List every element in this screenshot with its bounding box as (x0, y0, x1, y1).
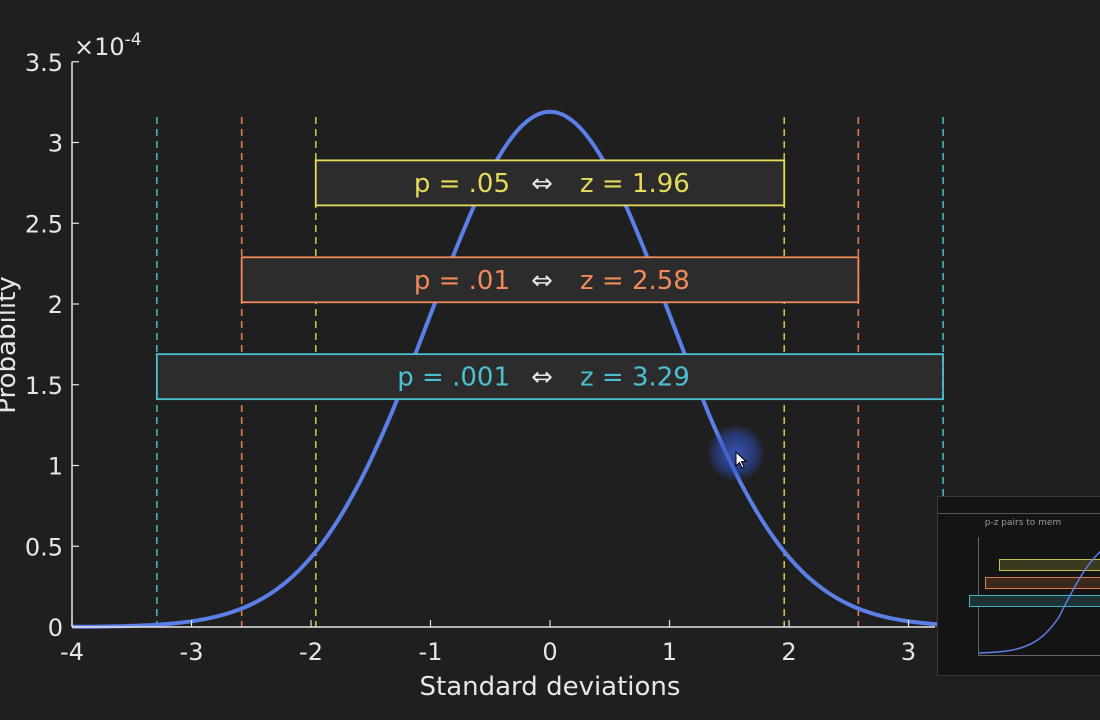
y-tick-label-3: 1.5 (25, 372, 63, 400)
x-tick-label-6: 2 (781, 638, 796, 666)
annotation-arrow-2: ⇔ (531, 363, 553, 393)
y-tick-label-5: 2.5 (25, 210, 63, 238)
y-tick-label-7: 3.5 (25, 49, 63, 77)
annotation-box-1 (240, 256, 860, 304)
annotation-z-2: z = 3.29 (580, 363, 690, 393)
x-tick-label-7: 3 (901, 638, 916, 666)
y-tick-label-4: 2 (48, 291, 63, 319)
x-axis-label: Standard deviations (420, 672, 681, 702)
annotation-arrow-0: ⇔ (531, 169, 553, 199)
normal-curve (72, 109, 938, 629)
thumbnail-bar-cyan (969, 595, 1100, 607)
thumbnail-plot (969, 537, 1100, 656)
video-thumbnail[interactable]: p-z pairs to mem (937, 496, 1100, 676)
x-tick-label-3: -1 (419, 638, 443, 666)
x-tick-label-5: 1 (662, 638, 677, 666)
axes: -4 -3 -2 -1 0 1 2 3 0 0.5 1 1.5 2 2.5 3 3.5 (25, 49, 935, 666)
thumbnail-title: p-z pairs to mem (938, 513, 1100, 528)
y-exponent-power: -4 (125, 30, 142, 50)
annotation-z-1: z = 2.58 (580, 266, 690, 296)
annotation-p-0: p = .05 (414, 169, 510, 199)
x-tick-label-4: 0 (542, 638, 557, 666)
annotation-box-2 (155, 353, 944, 401)
thumbnail-curve (979, 550, 1100, 654)
annotation-p-1: p = .01 (414, 266, 510, 296)
annotation-box-0 (314, 159, 786, 207)
annotation-arrow-1: ⇔ (531, 266, 553, 296)
mouse-cursor-icon (735, 451, 748, 469)
x-tick-label-1: -3 (180, 638, 204, 666)
y-tick-label-6: 3 (48, 130, 63, 158)
thumbnail-bar-orange (985, 577, 1100, 589)
thumbnail-bar-yellow (999, 559, 1100, 571)
y-axis-label: Probability (0, 276, 22, 413)
annotation-group: p = .05 ⇔ z = 1.96 p = .01 ⇔ z = 2.58 p = .001… (155, 159, 944, 401)
y-tick-label-1: 0.5 (25, 533, 63, 561)
annotation-z-0: z = 1.96 (580, 169, 690, 199)
annotation-p-2: p = .001 (397, 363, 510, 393)
x-tick-label-0: -4 (60, 638, 84, 666)
y-tick-label-0: 0 (48, 614, 63, 642)
y-exponent-label: ×10-4 (74, 30, 142, 61)
y-tick-label-2: 1 (48, 453, 63, 481)
x-tick-label-2: -2 (299, 638, 323, 666)
